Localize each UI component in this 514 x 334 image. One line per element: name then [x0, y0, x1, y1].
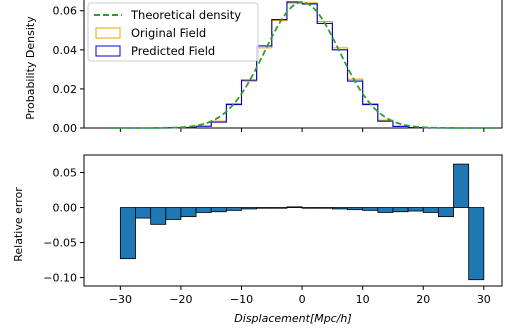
error-bar	[150, 207, 167, 225]
error-bar	[437, 207, 454, 218]
bottom-y-tick-label: −0.05	[43, 237, 77, 250]
bottom-x-tick-label: −20	[169, 293, 192, 306]
error-bar	[407, 207, 424, 212]
top-y-axis-label: Probability Density	[24, 16, 37, 120]
top-series-group	[108, 1, 496, 129]
error-bar	[392, 207, 409, 213]
error-bar	[210, 207, 227, 213]
bottom-plot-frame	[83, 154, 503, 287]
error-bar	[286, 206, 303, 208]
legend-box	[87, 2, 259, 62]
error-bar	[256, 207, 273, 209]
legend-entry-label: Original Field	[131, 26, 206, 40]
bottom-error-panel: 0.05 0.00 −0.05 −0.10 −30 −20 −10 0 10 20 30 Rela…	[12, 154, 503, 325]
error-bar	[271, 207, 288, 209]
error-bar	[468, 207, 485, 281]
error-bar	[362, 207, 379, 211]
bottom-x-tick-label: −10	[230, 293, 253, 306]
bottom-x-tick-label: 20	[416, 293, 430, 306]
top-y-tick-label: 0.04	[53, 44, 78, 57]
error-bar	[165, 207, 182, 220]
bottom-x-ticks: −30 −20 −10 0 10 20 30	[109, 286, 491, 306]
bottom-x-tick-label: −30	[109, 293, 132, 306]
x-axis-label: Displacement[Mpc/h]	[234, 312, 351, 325]
error-bars-group	[119, 163, 485, 281]
error-bar	[241, 207, 258, 210]
top-x-ticks	[119, 128, 485, 132]
error-bar	[225, 207, 242, 211]
error-bar	[195, 207, 212, 213]
error-bar	[180, 207, 197, 218]
bottom-x-tick-label: 0	[299, 293, 306, 306]
legend-swatch	[95, 45, 121, 57]
error-bar	[331, 207, 348, 210]
top-y-tick-label: 0.02	[53, 83, 78, 96]
theoretical-density-curve	[108, 1, 496, 129]
error-bar	[347, 207, 364, 211]
error-bar	[316, 207, 333, 209]
bottom-x-tick-label: 10	[356, 293, 370, 306]
error-bar	[301, 207, 318, 209]
error-bar	[135, 207, 152, 219]
bottom-y-axis-label: Relative error	[12, 187, 25, 262]
error-bar	[119, 207, 136, 260]
legend: Theoretical density Original Field Predict…	[87, 2, 259, 62]
error-bar	[453, 163, 470, 208]
top-y-tick-label: 0.00	[53, 122, 78, 135]
bottom-y-tick-label: 0.05	[53, 167, 78, 180]
legend-entry-label: Predicted Field	[131, 44, 215, 58]
error-bar	[377, 207, 394, 213]
legend-swatch	[95, 27, 121, 39]
bottom-y-ticks: 0.05 0.00 −0.05 −0.10	[43, 167, 84, 285]
error-bar	[422, 207, 439, 213]
top-y-ticks: 0.00 0.02 0.04 0.06	[53, 5, 84, 135]
bottom-y-tick-label: −0.10	[43, 272, 77, 285]
bottom-x-tick-label: 30	[477, 293, 491, 306]
top-density-panel: 0.00 0.02 0.04 0.06 Probability Density The…	[24, 0, 503, 135]
top-y-tick-label: 0.06	[53, 5, 78, 18]
legend-entry-label: Theoretical density	[130, 8, 241, 22]
bottom-y-tick-label: 0.00	[53, 202, 78, 215]
top-plot-frame	[83, 0, 503, 129]
